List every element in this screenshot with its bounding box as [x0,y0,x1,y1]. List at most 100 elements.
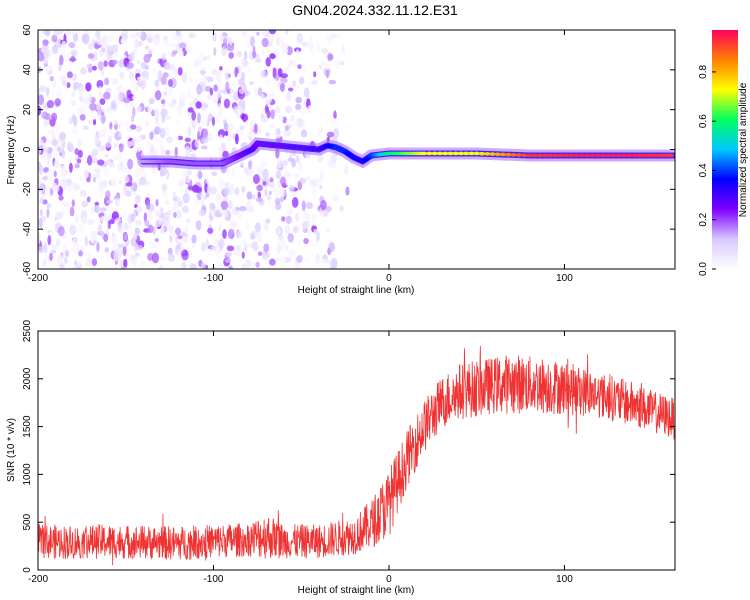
noise-blob [125,102,129,108]
noise-blob [200,101,208,112]
noise-blob [277,227,281,236]
noise-blob [217,224,222,232]
noise-blob [64,51,70,62]
trace-point [541,153,549,158]
noise-blob [196,84,203,95]
noise-blob [81,200,89,208]
noise-blob [106,49,113,60]
noise-blob [315,258,319,267]
noise-blob [181,249,189,261]
noise-blob [213,47,217,56]
trace-point [584,153,591,158]
noise-blob [177,105,183,116]
noise-blob [332,193,340,202]
noise-blob [207,227,214,234]
noise-blob [114,197,120,207]
noise-blob [306,212,311,224]
noise-blob [325,67,330,79]
noise-blob [195,220,202,231]
noise-blob [226,45,235,52]
noise-blob [88,42,94,51]
noise-blob [51,182,58,192]
spectrogram-x-tick-label: 0 [386,273,392,284]
noise-blob [132,182,138,192]
noise-blob [197,58,202,68]
noise-blob [252,30,256,37]
noise-blob [166,210,172,216]
noise-blob [58,195,64,201]
noise-blob [172,68,179,79]
snr-y-tick-label: 1500 [22,415,33,438]
noise-blob [254,222,261,233]
noise-blob [285,215,292,224]
spectrogram-x-tick-label: -100 [203,273,223,284]
noise-blob [260,49,266,56]
noise-blob [53,30,60,37]
noise-blob [243,60,249,67]
noise-blob [111,103,116,109]
noise-blob [177,241,182,247]
noise-blob [111,59,118,65]
noise-blob [56,123,60,133]
noise-blob [39,85,47,93]
trace-point [278,144,286,148]
noise-blob [159,255,166,261]
noise-blob [249,124,254,130]
noise-blob [230,220,237,228]
noise-blob [299,104,307,115]
colorbar-tick-label: 0.8 [698,64,709,78]
noise-blob [257,251,263,256]
noise-blob [275,105,281,113]
noise-blob [108,219,115,225]
noise-blob [301,41,309,47]
noise-blob [285,245,289,251]
noise-blob [306,201,314,210]
noise-blob [301,200,306,212]
trace-point [284,144,292,149]
trace-point [447,151,454,156]
trace-point [452,151,459,156]
trace-point [303,146,310,151]
noise-blob [79,176,83,182]
noise-blob [207,219,212,226]
noise-blob [296,117,304,128]
trace-point [510,153,517,157]
noise-blob [307,228,312,238]
snr-axes: -200 -100 0 100 2500 2000 1500 1000 500 0 [22,319,675,585]
noise-blob [224,130,229,137]
noise-blob [203,128,209,139]
noise-blob [46,138,53,144]
noise-blob [276,157,282,169]
noise-blob [66,71,73,79]
noise-blob [51,91,56,96]
noise-blob [288,185,295,193]
noise-blob [80,67,87,75]
noise-blob [153,219,162,228]
noise-blob [161,52,167,61]
noise-blob [124,222,128,231]
noise-blob [330,117,338,127]
noise-blob [218,263,223,269]
noise-blob [197,112,201,124]
noise-blob [56,254,64,265]
noise-blob [101,105,109,113]
noise-blob [118,143,124,153]
noise-blob [319,184,323,190]
noise-blob [278,254,286,265]
noise-blob [100,215,106,223]
noise-blob [99,98,106,106]
noise-blob [197,126,203,133]
noise-blob [213,239,220,244]
noise-blob [168,69,173,77]
noise-blob [236,230,243,239]
noise-blob [134,252,140,257]
noise-blob [260,69,267,79]
noise-blob [239,205,247,212]
noise-blob [311,187,318,197]
noise-blob [295,155,300,163]
noise-blob [145,121,149,126]
spectrogram-y-tick-label: 60 [22,24,33,36]
noise-blob [285,105,293,114]
noise-blob [275,73,280,82]
noise-blob [268,258,276,266]
